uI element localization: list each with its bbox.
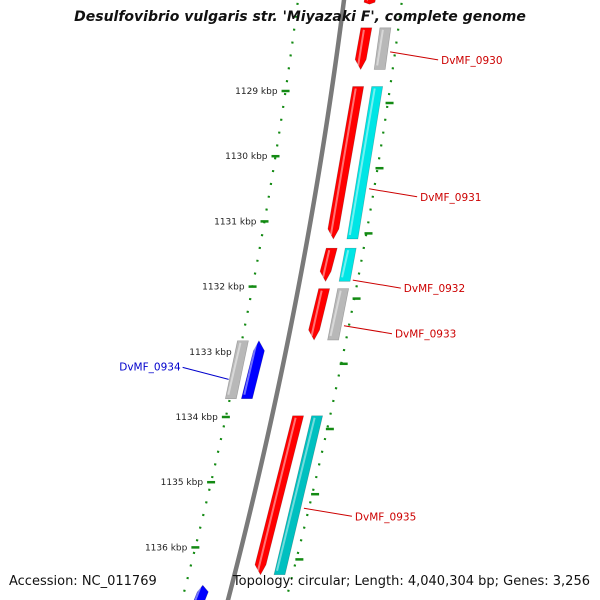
feature-highlight — [243, 342, 258, 395]
feature-highlight — [376, 29, 384, 66]
annotation-feature-bar — [224, 340, 249, 400]
reverse-gene-arrow — [193, 584, 209, 600]
feature-highlight — [329, 290, 342, 337]
gene-label: DvMF_0930 — [441, 55, 502, 67]
annotation-feature-bar — [327, 288, 350, 341]
forward-gene-arrow — [319, 247, 338, 282]
scale-tick-label: 1130 kbp — [225, 152, 268, 162]
forward-gene-arrow — [254, 415, 305, 576]
accession-text: Accession: NC_011769 — [9, 574, 157, 589]
gene-label-leader — [303, 507, 352, 517]
scale-tick-label: 1133 kbp — [189, 348, 232, 358]
annotation-feature-bar — [373, 27, 392, 70]
gene-label-leader — [343, 325, 393, 335]
gene-label: DvMF_0934 — [119, 361, 181, 373]
annotation-feature-bar — [273, 415, 324, 576]
scale-tick-label: 1132 kbp — [202, 283, 245, 293]
feature-highlight — [227, 342, 242, 395]
feature-highlight — [257, 417, 297, 571]
feature-highlight — [276, 417, 316, 571]
outer-scale-track — [284, 0, 404, 600]
scale-tick-label: 1136 kbp — [145, 543, 188, 553]
feature-highlight — [310, 290, 323, 337]
gene-label-leader — [182, 366, 229, 380]
forward-gene-arrow — [327, 86, 365, 240]
gene-label-leader — [390, 51, 439, 61]
gene-label-leader — [352, 279, 401, 289]
scale-tick-label: 1131 kbp — [214, 217, 257, 227]
feature-highlight — [357, 29, 365, 66]
forward-gene-arrow — [308, 288, 331, 341]
annotation-feature-bar — [346, 86, 384, 240]
forward-gene-arrow — [354, 27, 373, 71]
feature-highlight — [322, 249, 331, 278]
gene-label: DvMF_0932 — [404, 283, 465, 295]
gene-label-leader — [369, 188, 418, 198]
forward-gene-arrow — [363, 0, 376, 5]
topology-text: Topology: circular; Length: 4,040,304 bp… — [232, 574, 590, 589]
gene-label: DvMF_0931 — [420, 192, 481, 204]
feature-highlight — [329, 88, 357, 236]
feature-highlight — [348, 88, 376, 236]
scale-tick-label: 1134 kbp — [175, 413, 218, 423]
map-title: Desulfovibrio vulgaris str. 'Miyazaki F'… — [74, 9, 526, 25]
scale-tick-label: 1135 kbp — [161, 478, 204, 488]
feature-highlight — [341, 249, 350, 278]
reverse-gene-arrow — [240, 340, 265, 400]
feature-highlight — [194, 586, 202, 600]
gene-label: DvMF_0933 — [395, 329, 456, 341]
inner-scale-track — [180, 0, 300, 600]
genome-backbone — [225, 0, 347, 600]
gene-label: DvMF_0935 — [355, 511, 416, 523]
scale-tick-label: 1129 kbp — [235, 87, 278, 97]
annotation-feature-bar — [338, 247, 357, 282]
